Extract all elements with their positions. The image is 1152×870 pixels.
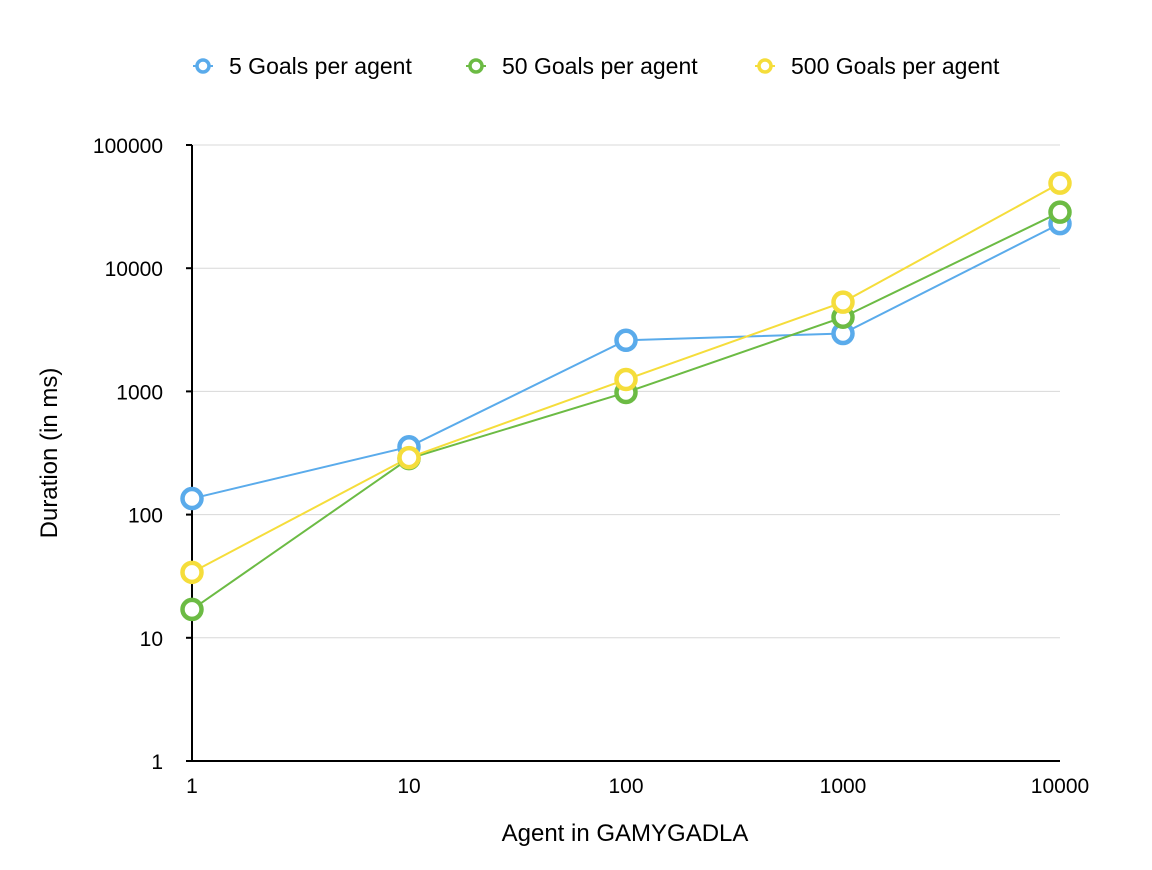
legend-label: 50 Goals per agent [502,53,698,79]
data-point [614,328,638,353]
data-point [1048,200,1072,224]
legend-marker [757,58,773,74]
series-lines [180,171,1072,622]
y-tick-label: 1 [151,751,163,774]
x-axis-title: Agent in GAMYGADLA [502,820,749,847]
x-axis-ticks: 1 10 100 1000 10000 [186,775,1089,798]
legend-label: 5 Goals per agent [229,53,412,79]
y-tick-label: 10000 [105,258,163,281]
series-line-1 [191,222,1061,500]
data-point [614,367,638,392]
legend-marker [195,58,211,74]
data-point [180,486,204,511]
axes [191,145,1060,762]
legend-label: 500 Goals per agent [791,53,1000,79]
y-tick-label: 1000 [116,381,163,404]
x-tick-label: 1 [186,775,198,798]
data-point [180,597,204,622]
data-point [1048,171,1072,195]
y-tick-label: 100 [128,505,163,528]
y-axis-ticks: 1 10 100 1000 10000 100000 [93,135,192,774]
data-point [397,445,421,470]
x-tick-label: 100 [608,775,643,798]
y-axis-title: Duration (in ms) [36,368,63,539]
x-tick-label: 1000 [820,775,867,798]
y-tick-label: 100000 [93,135,163,158]
x-tick-label: 10 [397,775,420,798]
series-line-2 [191,211,1061,611]
legend: 5 Goals per agent 50 Goals per agent 500 G… [193,53,1000,79]
data-point [831,290,855,314]
y-tick-label: 10 [140,628,163,651]
legend-marker [468,58,484,74]
x-tick-label: 10000 [1031,775,1089,798]
data-point [180,560,204,585]
